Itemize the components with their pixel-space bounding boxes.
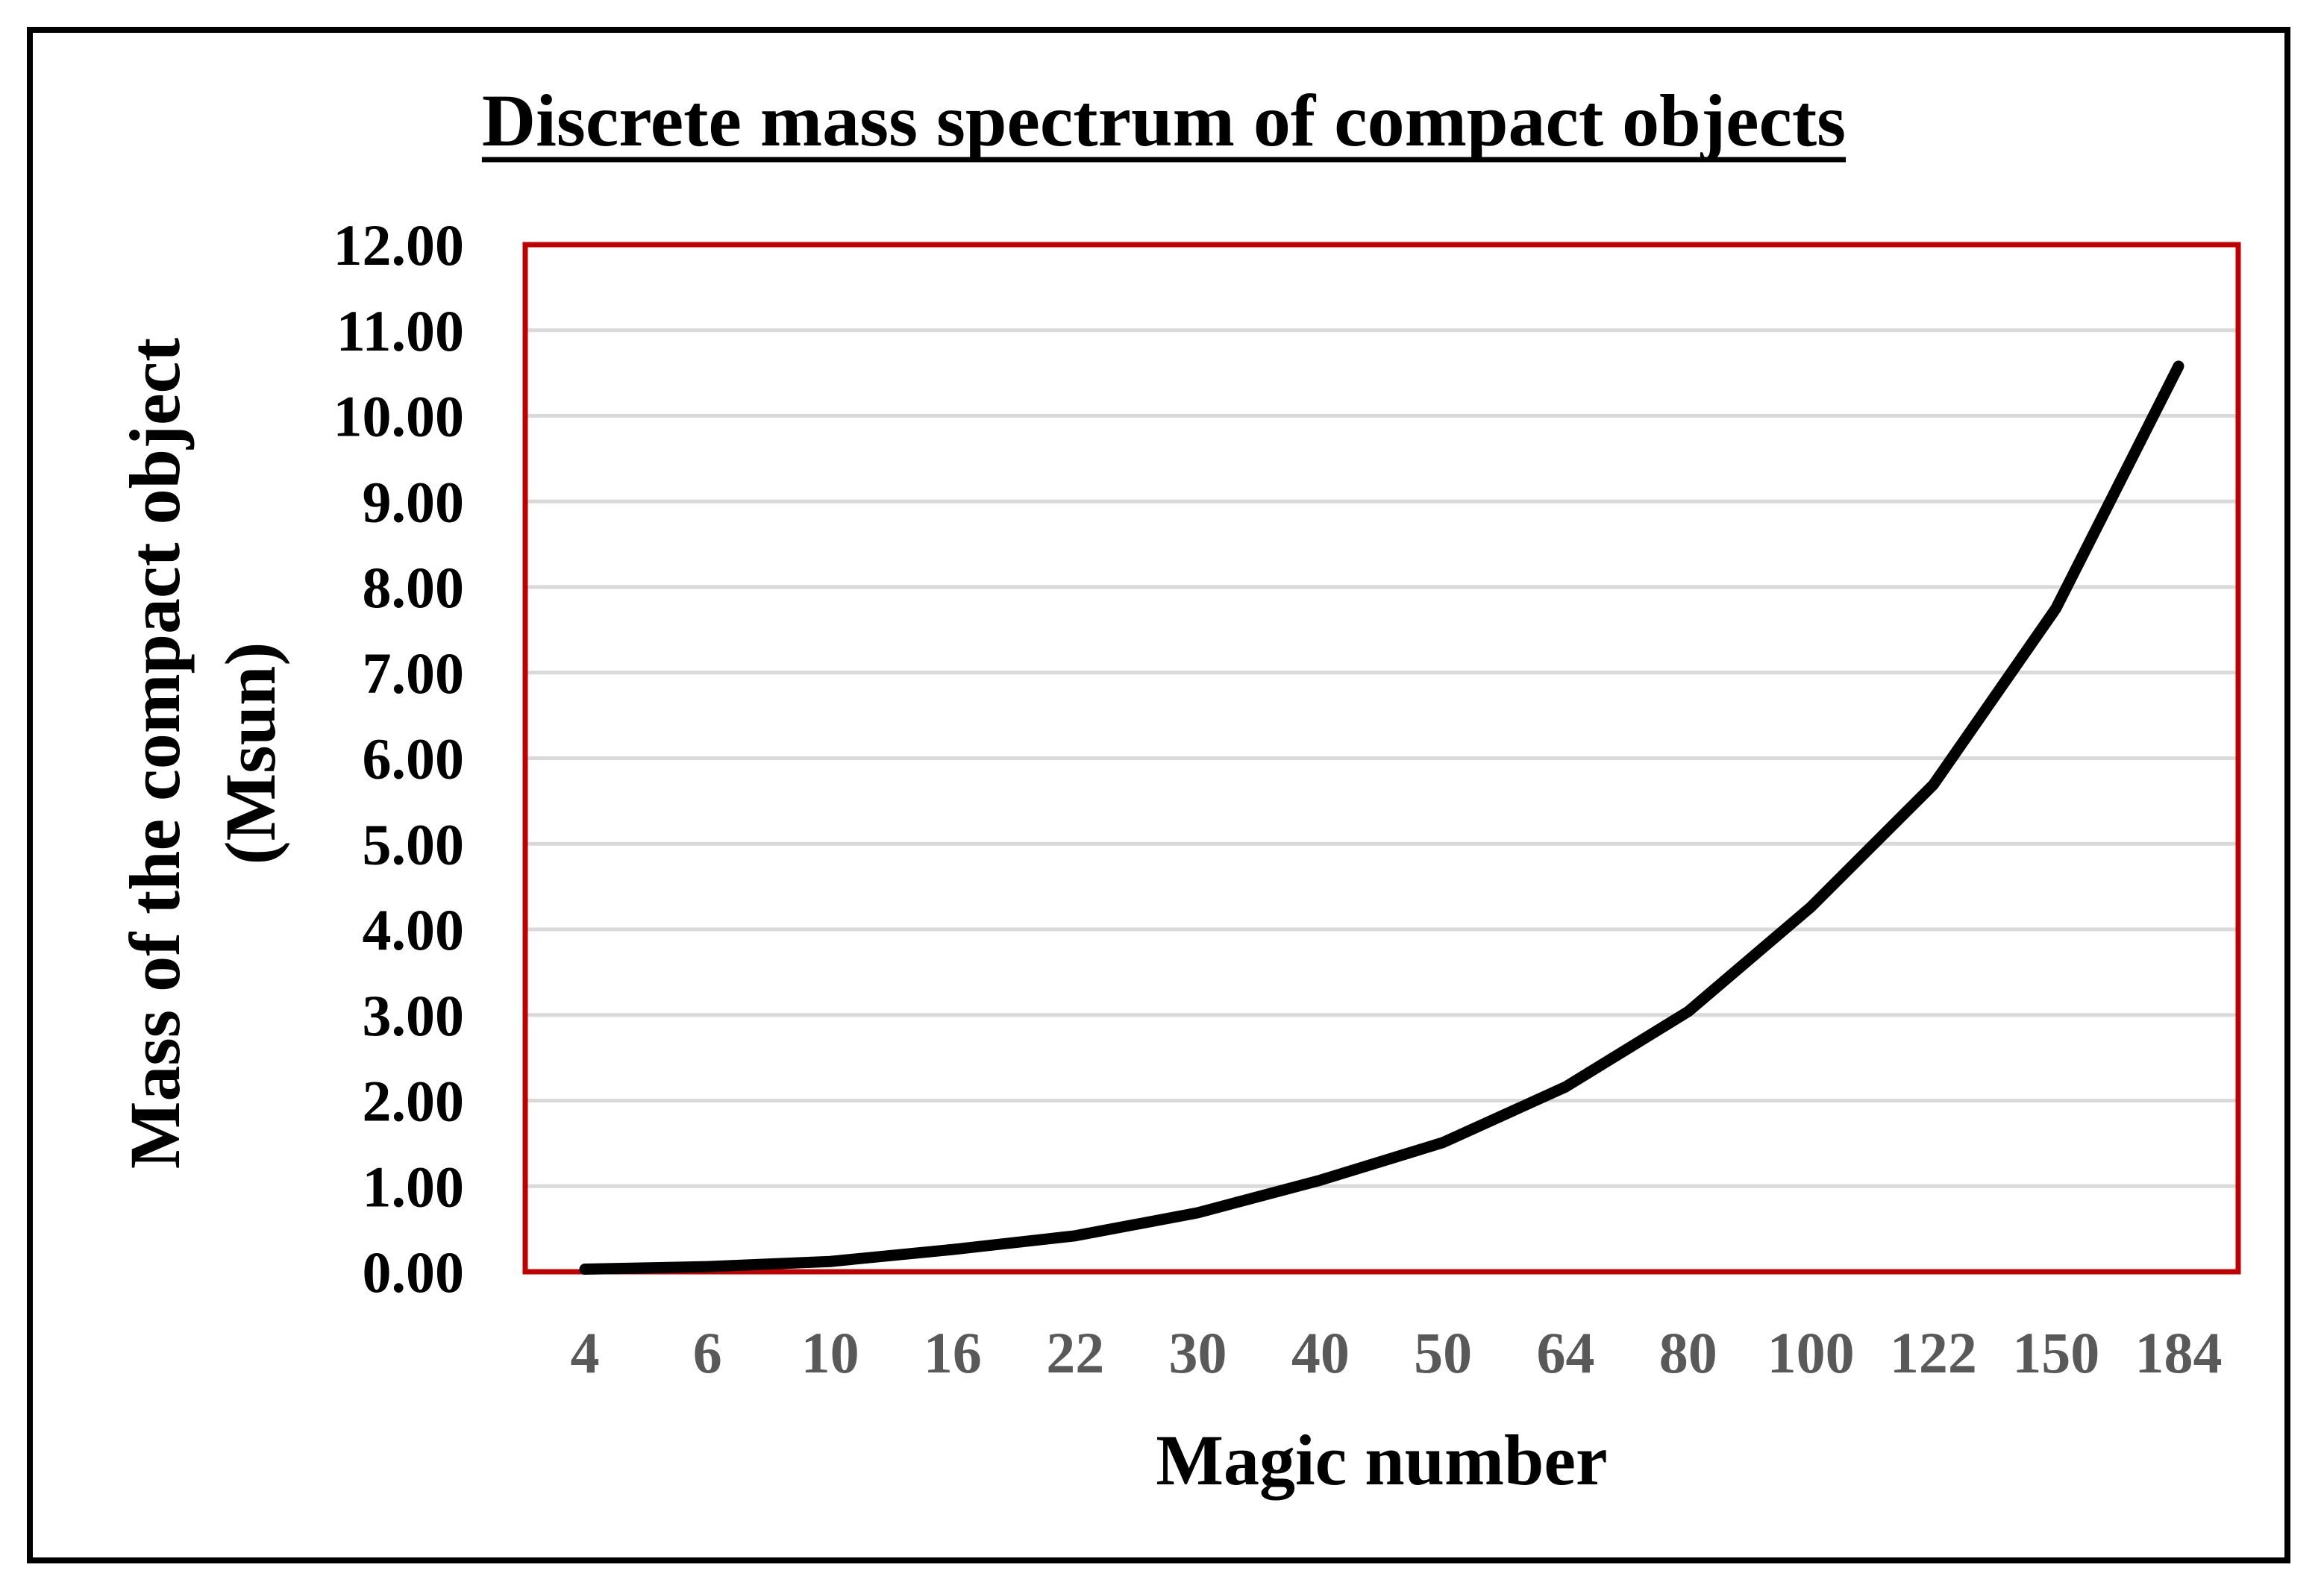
x-tick-label: 10 bbox=[801, 1320, 859, 1385]
x-tick-label: 22 bbox=[1046, 1320, 1104, 1385]
x-axis-ticks: 4 6 10 16 22 30 40 50 64 80 100 122 150 184 bbox=[571, 1320, 2223, 1385]
plot-area-border bbox=[522, 242, 2241, 1275]
x-tick-label: 150 bbox=[2012, 1320, 2099, 1385]
y-tick-label: 5.00 bbox=[363, 812, 465, 876]
y-tick-label: 9.00 bbox=[363, 469, 465, 534]
x-axis-label: Magic number bbox=[1156, 1420, 1607, 1500]
x-tick-label: 6 bbox=[693, 1320, 722, 1385]
series-line bbox=[579, 360, 2184, 1275]
x-tick-label: 64 bbox=[1536, 1320, 1594, 1385]
x-tick-label: 4 bbox=[571, 1320, 600, 1385]
chart-title: Discrete mass spectrum of compact object… bbox=[482, 79, 1846, 162]
series bbox=[579, 360, 2184, 1275]
y-tick-label: 12.00 bbox=[333, 213, 465, 277]
x-tick-label: 16 bbox=[924, 1320, 982, 1385]
x-tick-label: 40 bbox=[1291, 1320, 1350, 1385]
x-tick-label: 30 bbox=[1169, 1320, 1227, 1385]
y-axis-label-line-1: Mass of the compact object bbox=[115, 338, 195, 1169]
x-tick-label: 184 bbox=[2135, 1320, 2223, 1385]
x-tick-label: 80 bbox=[1659, 1320, 1717, 1385]
x-tick-label: 100 bbox=[1767, 1320, 1855, 1385]
x-tick-label: 50 bbox=[1414, 1320, 1472, 1385]
y-tick-label: 7.00 bbox=[363, 641, 465, 706]
x-tick-label: 122 bbox=[1890, 1320, 1977, 1385]
y-axis-ticks: 0.00 1.00 2.00 3.00 4.00 5.00 6.00 7.00 8.00 9.00… bbox=[333, 213, 465, 1305]
y-tick-label: 8.00 bbox=[363, 555, 465, 620]
y-tick-label: 10.00 bbox=[333, 384, 465, 449]
gridlines bbox=[525, 328, 2238, 1188]
y-tick-label: 6.00 bbox=[363, 727, 465, 791]
y-axis-label: Mass of the compact object (Msun) bbox=[115, 338, 290, 1169]
y-tick-label: 0.00 bbox=[363, 1240, 465, 1305]
y-axis-label-line-2: (Msun) bbox=[210, 642, 290, 865]
y-tick-label: 11.00 bbox=[336, 298, 464, 363]
y-tick-label: 1.00 bbox=[363, 1154, 465, 1219]
chart-frame bbox=[27, 27, 2290, 1563]
y-tick-label: 3.00 bbox=[363, 983, 465, 1048]
y-tick-label: 4.00 bbox=[363, 897, 465, 962]
y-tick-label: 2.00 bbox=[363, 1069, 465, 1134]
